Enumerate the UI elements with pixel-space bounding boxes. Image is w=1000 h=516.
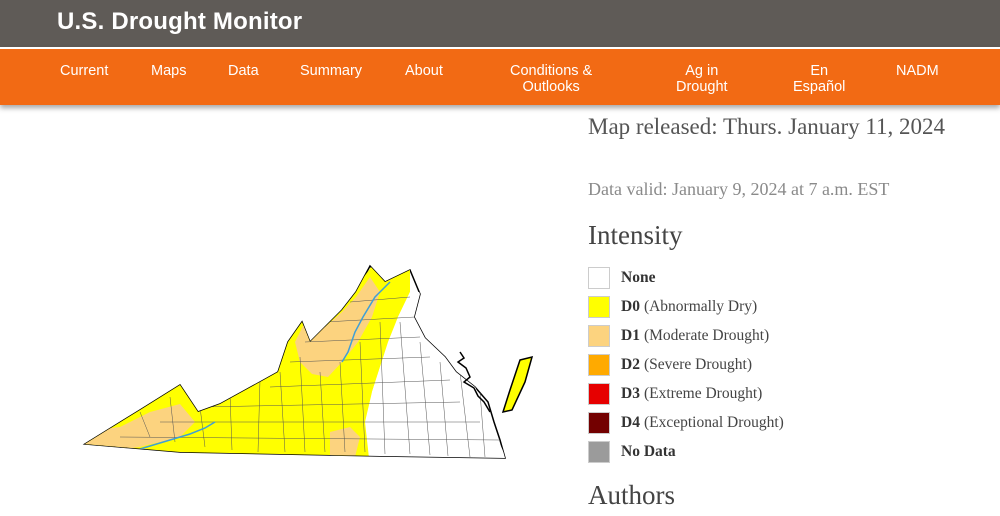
intensity-legend: None D0 (Abnormally Dry) D1 (Moderate Dr…: [588, 263, 784, 466]
nav-current[interactable]: Current: [60, 63, 109, 79]
legend-swatch-d1: [588, 324, 610, 347]
nav-maps[interactable]: Maps: [151, 63, 187, 79]
river-line-north: [341, 281, 391, 363]
nav-conditions-line1: Conditions &: [510, 63, 593, 79]
legend-desc: (Extreme Drought): [643, 384, 763, 402]
nav-conditions-line2: Outlooks: [522, 79, 580, 95]
legend-desc: (Severe Drought): [643, 355, 752, 373]
nav-summary[interactable]: Summary: [300, 63, 363, 79]
nav-conditions-outlooks[interactable]: Conditions & Outlooks: [510, 63, 592, 95]
eastern-shore: [501, 355, 534, 414]
nav-espanol-line1: En: [810, 63, 829, 79]
legend-swatch-none: [588, 266, 610, 289]
nav-ag-line2: Drought: [676, 79, 728, 95]
legend-swatch-d0: [588, 295, 610, 318]
legend-swatch-no-data: [588, 440, 610, 463]
legend-desc: (Abnormally Dry): [643, 297, 758, 315]
data-valid-text: Data valid: January 9, 2024 at 7 a.m. ES…: [588, 179, 890, 199]
d1-region-south: [330, 427, 360, 457]
legend-item-d0: D0 (Abnormally Dry): [588, 292, 784, 321]
river-line: [139, 421, 216, 450]
legend-code: D0: [621, 297, 640, 315]
county-lines: [119, 296, 501, 458]
coastline-detail: [456, 351, 491, 413]
legend-swatch-d4: [588, 411, 610, 434]
legend-code: No Data: [621, 442, 676, 460]
legend-code: None: [621, 268, 656, 286]
legend-code: D4: [621, 413, 640, 431]
none-region-east: [368, 292, 505, 458]
legend-item-d2: D2 (Severe Drought): [588, 350, 784, 379]
legend-item-d1: D1 (Moderate Drought): [588, 321, 784, 350]
nav-ag-line1: Ag in: [685, 63, 719, 79]
main-nav: Current Maps Data Summary About Conditio…: [0, 47, 1000, 105]
nav-en-espanol[interactable]: En Español: [793, 63, 845, 95]
legend-code: D1: [621, 326, 640, 344]
intensity-heading: Intensity: [588, 220, 683, 250]
legend-swatch-d3: [588, 382, 610, 405]
authors-heading: Authors: [588, 480, 675, 510]
d1-region-sw: [85, 404, 195, 458]
legend-code: D2: [621, 355, 640, 373]
legend-item-d3: D3 (Extreme Drought): [588, 379, 784, 408]
legend-desc: (Moderate Drought): [643, 326, 770, 344]
top-header-bar: U.S. Drought Monitor: [0, 0, 1000, 47]
legend-item-no-data: No Data: [588, 437, 784, 466]
d1-region-valley: [295, 277, 380, 377]
nav-ag-in-drought[interactable]: Ag in Drought: [676, 63, 728, 95]
legend-code: D3: [621, 384, 640, 402]
nav-espanol-line2: Español: [793, 79, 846, 95]
nav-data[interactable]: Data: [228, 63, 259, 79]
site-title[interactable]: U.S. Drought Monitor: [57, 8, 303, 35]
legend-swatch-d2: [588, 353, 610, 376]
legend-desc: (Exceptional Drought): [643, 413, 784, 431]
map-released-text: Map released: Thurs. January 11, 2024: [588, 114, 946, 139]
nav-about[interactable]: About: [405, 63, 443, 79]
legend-item-d4: D4 (Exceptional Drought): [588, 408, 784, 437]
drought-map[interactable]: [80, 262, 540, 467]
virginia-map-svg: [82, 264, 534, 459]
legend-item-none: None: [588, 263, 784, 292]
nav-nadm[interactable]: NADM: [896, 63, 939, 79]
